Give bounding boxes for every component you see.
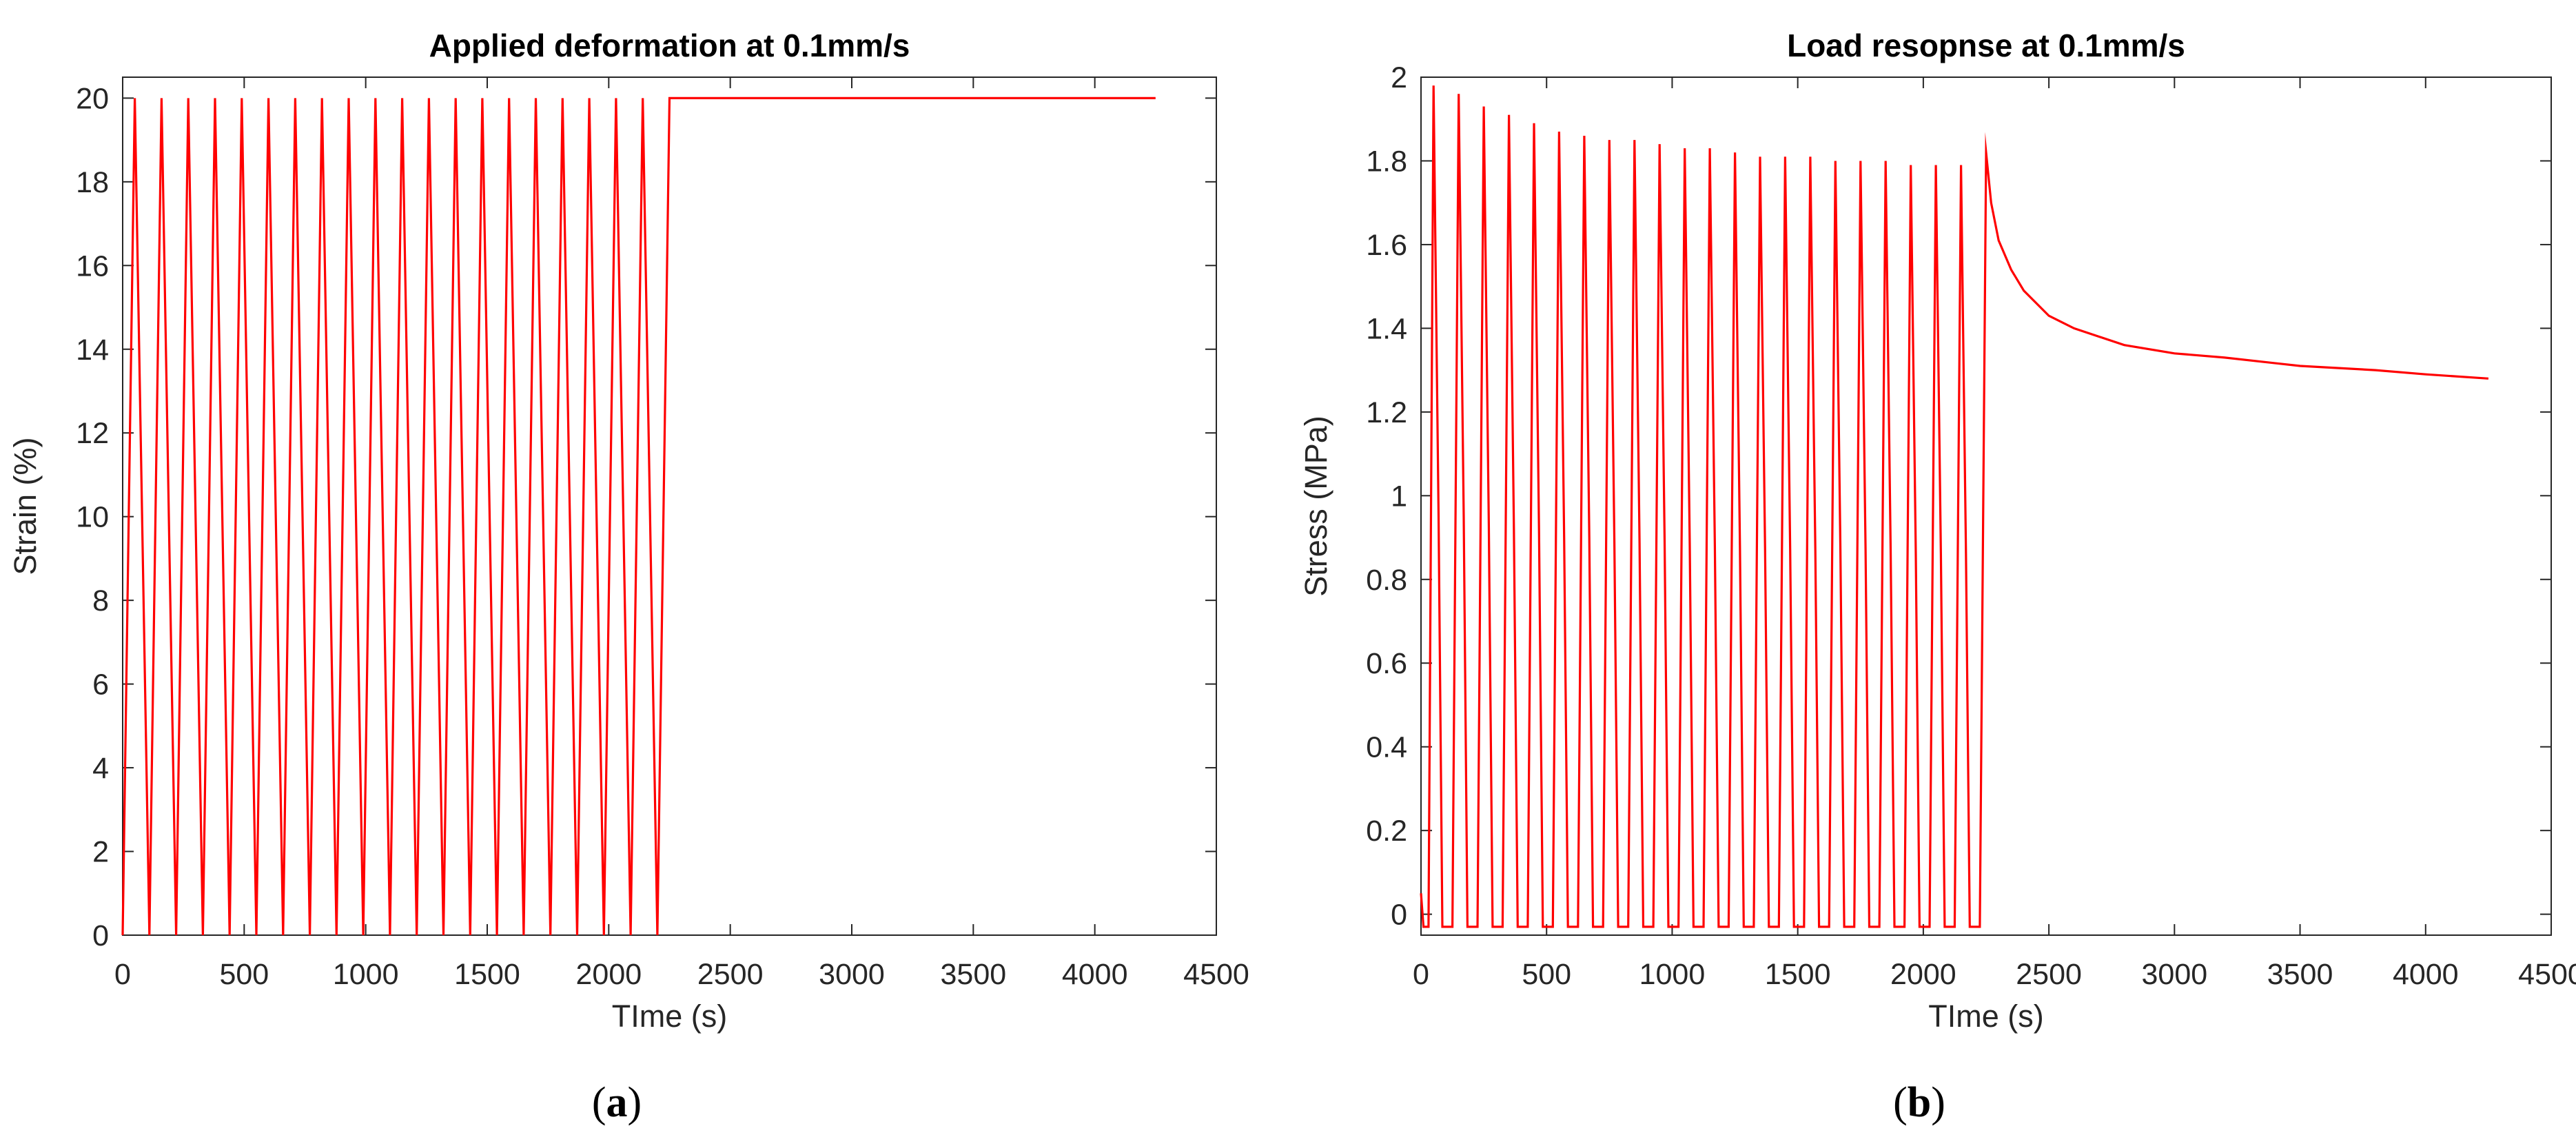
y-tick-label: 16: [76, 249, 109, 283]
x-tick-label: 2000: [575, 958, 642, 991]
subfigure-caption: (b): [1893, 1079, 1945, 1126]
y-tick-label: 1.8: [1366, 145, 1407, 178]
y-tick-label: 0: [92, 919, 109, 952]
x-axis-label: TIme (s): [1928, 999, 2043, 1034]
y-tick-label: 2: [92, 836, 109, 869]
chart-b: 0 500 1000 1500 2000 2500 3000 3500 4000 4500 0 0.2…: [1298, 28, 2576, 1126]
y-tick-label: 1.2: [1366, 396, 1407, 429]
x-tick-label: 3000: [819, 958, 885, 991]
x-tick-label: 4500: [1183, 958, 1249, 991]
x-tick-label: 0: [114, 958, 131, 991]
x-tick-label: 0: [1413, 958, 1429, 991]
y-tick-label: 4: [92, 752, 109, 785]
y-tick-label: 1.6: [1366, 229, 1407, 262]
y-tick-label: 14: [76, 334, 109, 367]
axes-box: [122, 76, 1217, 936]
x-tick-label: 3000: [2141, 958, 2207, 991]
y-tick-label: 0.4: [1366, 731, 1407, 764]
x-tick-label: 3500: [2267, 958, 2333, 991]
y-tick-label: 2: [1391, 61, 1407, 94]
y-axis-label: Strain (%): [8, 437, 43, 575]
x-tick-label: 1000: [333, 958, 399, 991]
subfigure-caption: (a): [592, 1079, 642, 1126]
y-tick-label: 0.6: [1366, 647, 1407, 680]
y-tick-label: 8: [92, 584, 109, 617]
x-tick-label: 1500: [1765, 958, 1831, 991]
x-tick-label: 4000: [1062, 958, 1128, 991]
series-line-0: [121, 96, 1156, 936]
x-tick-label: 4500: [2518, 958, 2576, 991]
chart-a: 0 500 1000 1500 2000 2500 3000 3500 4000 4500 0 2 4 6…: [8, 28, 1249, 1126]
x-tick-label: 1500: [454, 958, 520, 991]
x-tick-label: 500: [219, 958, 269, 991]
y-tick-label: 18: [76, 166, 109, 199]
y-tick-label: 12: [76, 417, 109, 450]
x-tick-label: 1000: [1639, 958, 1706, 991]
x-tick-label: 4000: [2393, 958, 2459, 991]
y-tick-label: 1: [1391, 480, 1407, 513]
x-tick-label: 2500: [697, 958, 764, 991]
x-axis-label: TIme (s): [612, 999, 727, 1034]
y-tick-label: 1.4: [1366, 312, 1407, 345]
x-tick-label: 2500: [2016, 958, 2082, 991]
chart-title: Load resopnse at 0.1mm/s: [1787, 28, 2185, 63]
x-tick-label: 3500: [940, 958, 1006, 991]
y-tick-label: 20: [76, 82, 109, 115]
y-tick-label: 6: [92, 668, 109, 702]
y-tick-label: 10: [76, 501, 109, 534]
x-tick-label: 500: [1522, 958, 1571, 991]
x-tick-label: 2000: [1890, 958, 1956, 991]
y-axis-label: Stress (MPa): [1298, 416, 1333, 597]
chart-title: Applied deformation at 0.1mm/s: [429, 28, 910, 63]
y-tick-label: 0: [1391, 899, 1407, 932]
series-line-0: [1420, 85, 2489, 928]
y-tick-label: 0.8: [1366, 564, 1407, 597]
y-tick-label: 0.2: [1366, 815, 1407, 848]
